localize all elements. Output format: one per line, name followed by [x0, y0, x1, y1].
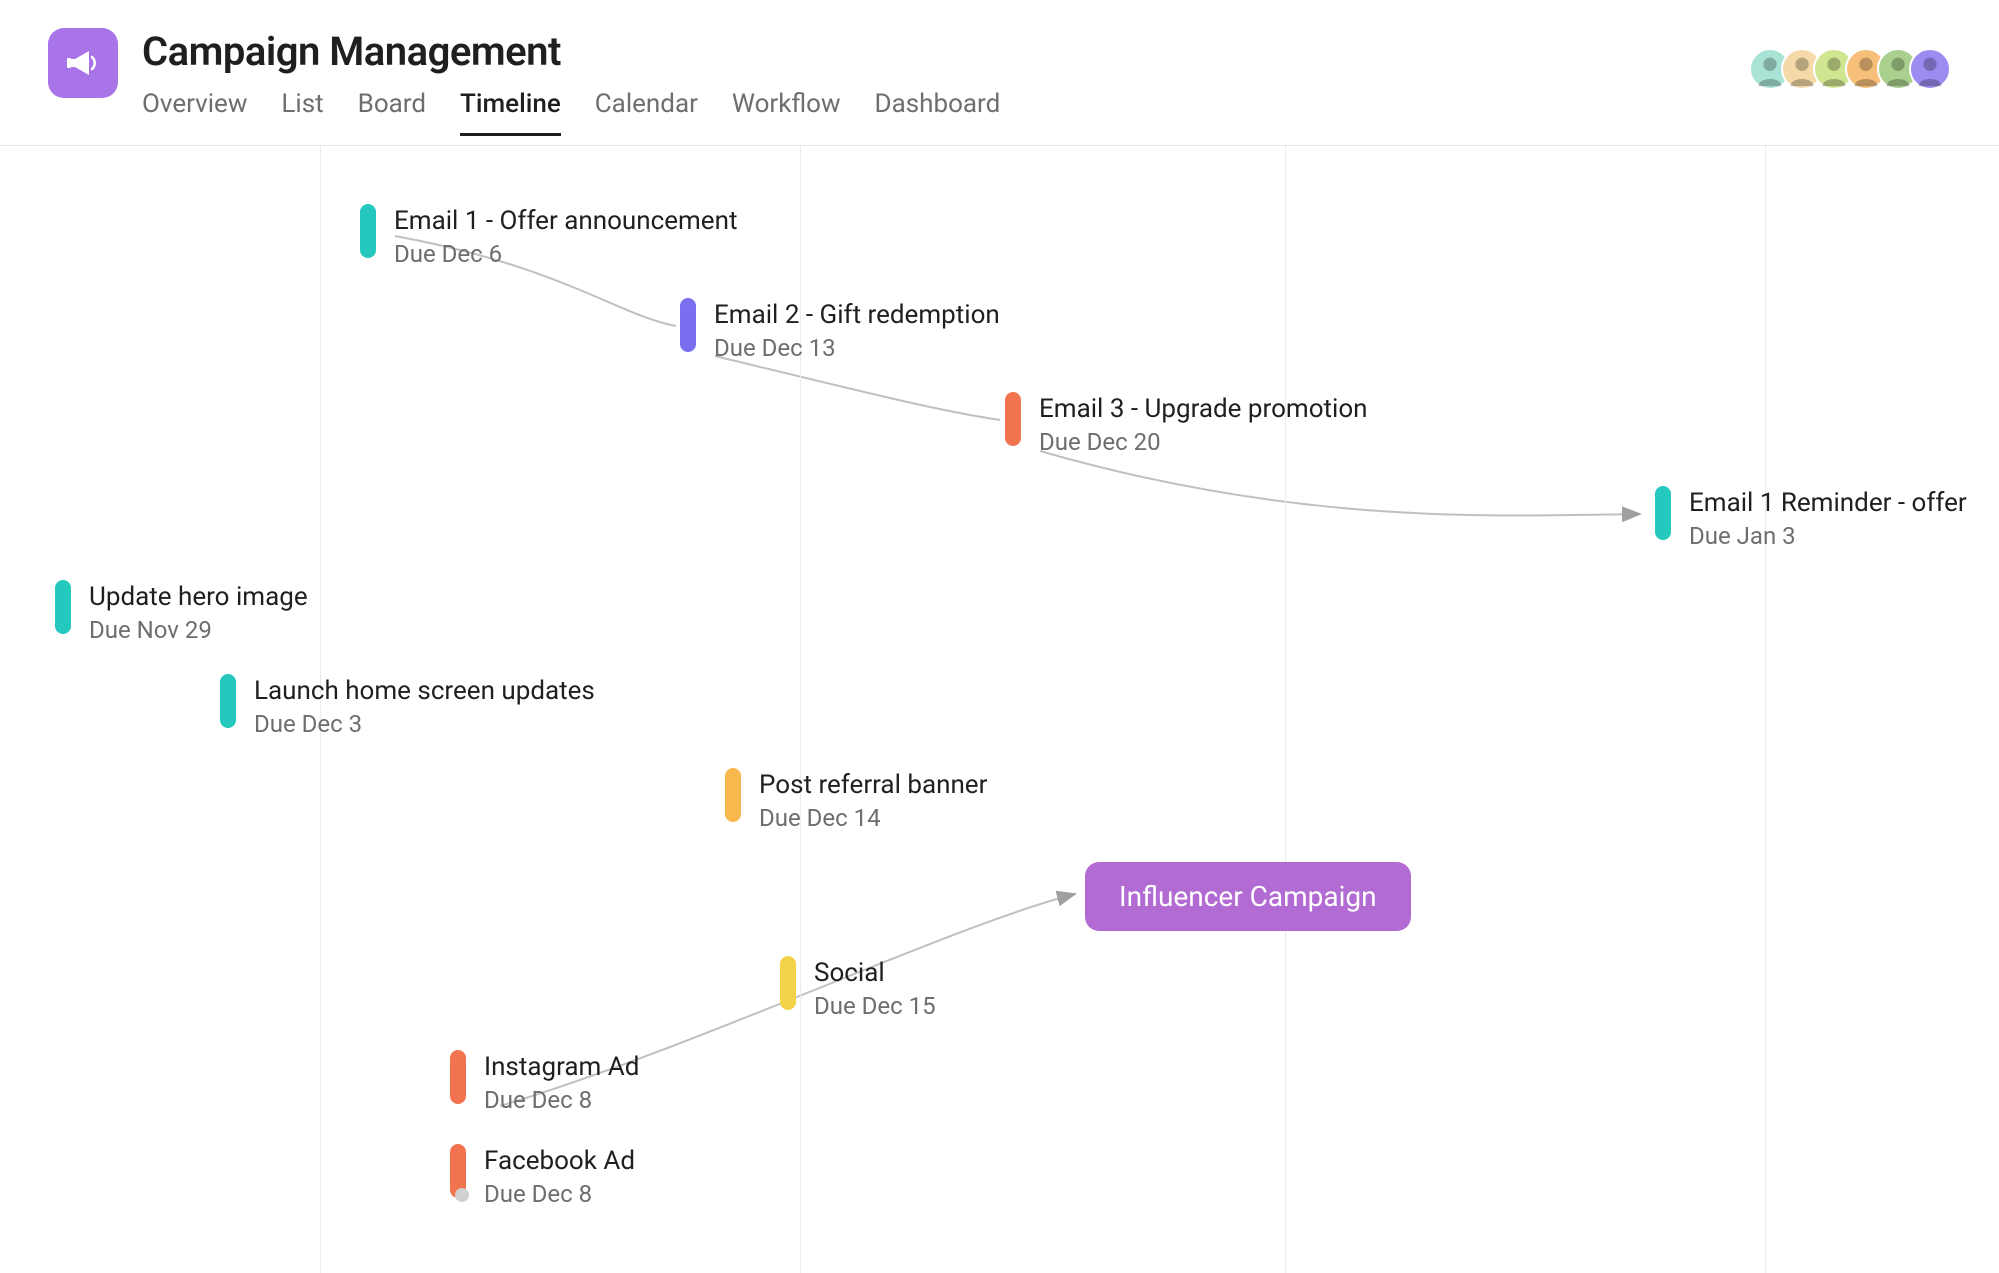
indicator-dot — [455, 1188, 469, 1202]
project-header: Campaign Management Overview List Board Tim… — [0, 0, 1999, 146]
timeline-gridline — [1285, 146, 1286, 1273]
task-hero[interactable]: Update hero image Due Nov 29 — [55, 580, 308, 644]
task-text: Instagram Ad Due Dec 8 — [484, 1050, 639, 1114]
project-icon — [48, 28, 118, 98]
task-due: Due Dec 13 — [714, 334, 1000, 362]
task-text: Launch home screen updates Due Dec 3 — [254, 674, 595, 738]
task-email1[interactable]: Email 1 - Offer announcement Due Dec 6 — [360, 204, 737, 268]
task-title: Email 3 - Upgrade promotion — [1039, 394, 1368, 424]
task-referral[interactable]: Post referral banner Due Dec 14 — [725, 768, 987, 832]
megaphone-icon — [63, 43, 103, 83]
task-due: Due Jan 3 — [1689, 522, 1967, 550]
task-due: Due Dec 8 — [484, 1180, 635, 1208]
tab-dashboard[interactable]: Dashboard — [875, 89, 1001, 136]
task-text: Email 1 Reminder - offer Due Jan 3 — [1689, 486, 1967, 550]
influencer-campaign-chip[interactable]: Influencer Campaign — [1085, 862, 1411, 931]
task-text: Email 1 - Offer announcement Due Dec 6 — [394, 204, 737, 268]
task-email2[interactable]: Email 2 - Gift redemption Due Dec 13 — [680, 298, 1000, 362]
task-pill — [780, 956, 796, 1010]
task-insta[interactable]: Instagram Ad Due Dec 8 — [450, 1050, 639, 1114]
task-title: Email 1 Reminder - offer — [1689, 488, 1967, 518]
timeline-gridline — [1765, 146, 1766, 1273]
task-pill — [1655, 486, 1671, 540]
task-text: Post referral banner Due Dec 14 — [759, 768, 987, 832]
task-pill — [220, 674, 236, 728]
task-due: Due Dec 6 — [394, 240, 737, 268]
task-email3[interactable]: Email 3 - Upgrade promotion Due Dec 20 — [1005, 392, 1368, 456]
task-title: Facebook Ad — [484, 1146, 635, 1176]
task-due: Due Dec 15 — [814, 992, 936, 1020]
task-pill — [360, 204, 376, 258]
task-due: Due Dec 8 — [484, 1086, 639, 1114]
task-text: Update hero image Due Nov 29 — [89, 580, 308, 644]
task-title: Launch home screen updates — [254, 676, 595, 706]
avatar-6[interactable] — [1909, 48, 1951, 90]
task-title: Email 1 - Offer announcement — [394, 206, 737, 236]
task-title: Instagram Ad — [484, 1052, 639, 1082]
task-text: Email 3 - Upgrade promotion Due Dec 20 — [1039, 392, 1368, 456]
task-launch[interactable]: Launch home screen updates Due Dec 3 — [220, 674, 595, 738]
task-due: Due Nov 29 — [89, 616, 308, 644]
tab-workflow[interactable]: Workflow — [732, 89, 841, 136]
tab-overview[interactable]: Overview — [142, 89, 247, 136]
task-title: Social — [814, 958, 936, 988]
task-fb[interactable]: Facebook Ad Due Dec 8 — [450, 1144, 635, 1208]
task-title: Email 2 - Gift redemption — [714, 300, 1000, 330]
tab-board[interactable]: Board — [358, 89, 426, 136]
task-title: Post referral banner — [759, 770, 987, 800]
task-due: Due Dec 3 — [254, 710, 595, 738]
task-due: Due Dec 14 — [759, 804, 987, 832]
task-pill — [725, 768, 741, 822]
task-text: Social Due Dec 15 — [814, 956, 936, 1020]
member-avatars — [1759, 48, 1951, 90]
header-main: Campaign Management Overview List Board Tim… — [142, 28, 1951, 136]
project-title: Campaign Management — [142, 28, 1951, 75]
task-due: Due Dec 20 — [1039, 428, 1368, 456]
task-social[interactable]: Social Due Dec 15 — [780, 956, 936, 1020]
task-pill — [450, 1050, 466, 1104]
task-text: Facebook Ad Due Dec 8 — [484, 1144, 635, 1208]
task-title: Update hero image — [89, 582, 308, 612]
tabs: Overview List Board Timeline Calendar Workflo… — [142, 89, 1951, 136]
task-email1r[interactable]: Email 1 Reminder - offer Due Jan 3 — [1655, 486, 1967, 550]
task-pill — [1005, 392, 1021, 446]
task-text: Email 2 - Gift redemption Due Dec 13 — [714, 298, 1000, 362]
task-pill — [680, 298, 696, 352]
tab-list[interactable]: List — [281, 89, 323, 136]
tab-calendar[interactable]: Calendar — [595, 89, 698, 136]
timeline-canvas[interactable]: Email 1 - Offer announcementDue Dec 6Ema… — [0, 146, 1999, 1273]
task-pill — [55, 580, 71, 634]
tab-timeline[interactable]: Timeline — [460, 89, 561, 136]
